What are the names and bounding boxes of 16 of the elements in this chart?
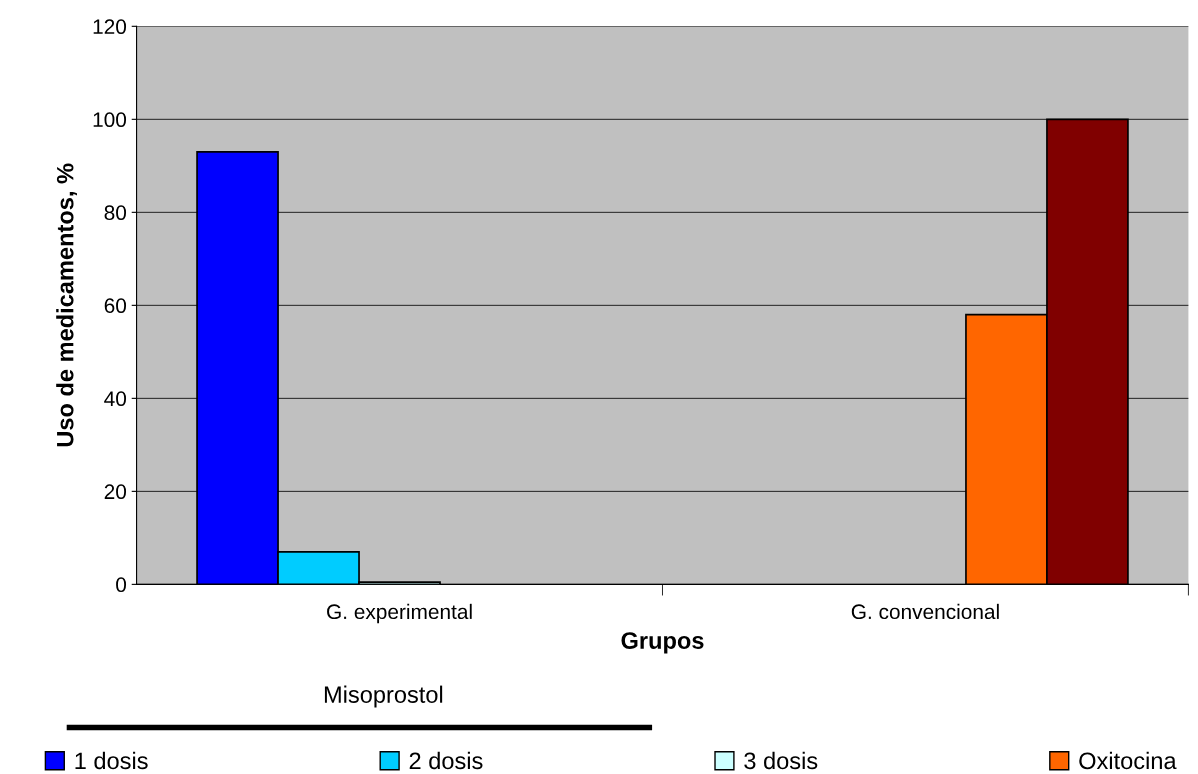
legend-label: 2 dosis [409,751,483,770]
legend-label: 3 dosis [744,751,818,770]
y-tick-label: 80 [104,205,127,221]
legend-label: Oxitocina [1079,751,1177,770]
y-tick-label: 20 [104,484,127,500]
text: Misoprostol [324,685,443,708]
y-tick-label: 0 [116,577,127,593]
y-tick-label: 120 [93,19,127,35]
x-tick-label: G. experimental [327,603,472,624]
y-tick-label: 40 [104,391,127,407]
x-tick-label: G. convencional [851,603,999,620]
y-axis-title: Uso de medicamentos, % [56,163,77,447]
legend-label: 1 dosis [75,751,148,770]
y-tick-label: 100 [93,112,127,128]
x-axis-title: Grupos [621,632,704,654]
y-tick-label: 60 [104,298,127,314]
